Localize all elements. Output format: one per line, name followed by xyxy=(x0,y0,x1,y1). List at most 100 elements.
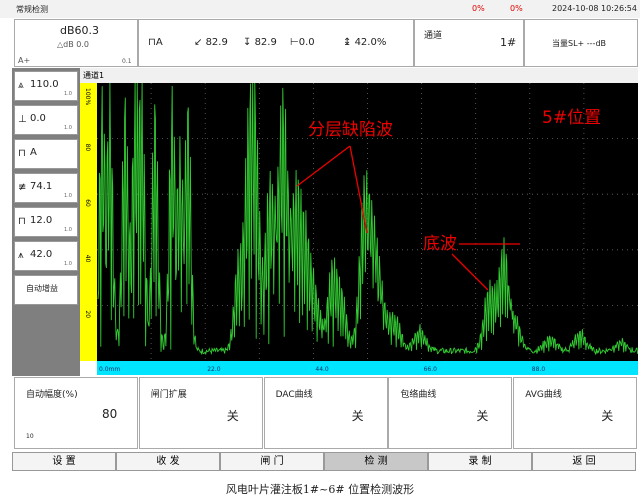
battery: 0% xyxy=(510,4,523,13)
channel-label: 通道 xyxy=(424,31,443,41)
param-value: 关 xyxy=(351,409,364,423)
x-label: 0.0mm xyxy=(99,366,120,373)
icon: ↨ xyxy=(343,37,355,48)
param-box[interactable] xyxy=(513,377,638,449)
gain-step: 0.1 xyxy=(122,58,132,65)
delta-gain: △dB 0.0 xyxy=(57,40,89,49)
param-label: 包络曲线 xyxy=(400,390,437,400)
equivalent: 当量SL+ ---dB xyxy=(552,39,607,48)
x-label: 66.0 xyxy=(424,366,438,373)
side-button[interactable] xyxy=(14,173,78,203)
arrow xyxy=(451,253,489,291)
icon: ↙ xyxy=(194,37,206,48)
x-label: 44.0 xyxy=(315,366,329,373)
icon: ⩚ xyxy=(18,250,24,261)
y-label: 80 xyxy=(84,144,91,152)
caption: 风电叶片灌注板1#~6# 位置检测波形 xyxy=(225,483,415,496)
waveform xyxy=(97,82,639,356)
tab[interactable]: 设 置 xyxy=(12,452,116,471)
side-value: A xyxy=(30,147,37,158)
tab[interactable]: 返 回 xyxy=(532,452,636,471)
param-value: 80 xyxy=(102,407,118,421)
side-value: 110.0 xyxy=(30,79,59,90)
y-label: 20 xyxy=(84,310,91,318)
status-bar xyxy=(0,0,640,18)
icon: ⊢ xyxy=(290,37,299,48)
value: 82.9 xyxy=(254,37,277,48)
gain-box[interactable] xyxy=(14,19,138,67)
channel-box[interactable] xyxy=(414,19,524,67)
param-box[interactable] xyxy=(138,377,263,449)
gate: ⊓A xyxy=(148,37,163,48)
param-box[interactable] xyxy=(263,377,388,449)
gate-name: A xyxy=(155,37,163,48)
x-label: 22.0 xyxy=(207,366,221,373)
param-label: DAC曲线 xyxy=(275,390,313,400)
annotation: 底波 xyxy=(423,234,457,254)
gate-horizontal: ⊢0.0 xyxy=(290,37,315,48)
tab[interactable]: 闸 门 xyxy=(220,452,324,471)
waveform-panel: 通道1 100% 80 60 40 20 0.0mm 22.0 44.0 66.0 88.0 分层… xyxy=(80,68,639,375)
gate-sound-path: ↙ 82.9 xyxy=(194,37,228,48)
y-label: 100% xyxy=(84,88,91,105)
param-label: AVG曲线 xyxy=(525,390,562,400)
param-value: 关 xyxy=(226,409,239,423)
param-label: 自动幅度(%) xyxy=(26,390,78,400)
gain: dB60.3 xyxy=(60,24,100,37)
y-label: 60 xyxy=(84,199,91,207)
y-ruler xyxy=(80,83,97,361)
tab[interactable]: 检 测 xyxy=(324,452,428,471)
value: 42.0% xyxy=(354,37,387,48)
icon: ⊓ xyxy=(148,37,156,48)
side-value: 0.0 xyxy=(30,113,46,124)
side-step: 1.0 xyxy=(64,91,72,97)
tab[interactable]: 录 制 xyxy=(428,452,532,471)
annotation: 5#位置 xyxy=(542,108,601,128)
param-label: 闸门扩展 xyxy=(150,390,187,400)
side-step: 1.0 xyxy=(64,227,72,233)
side-step: 1.0 xyxy=(64,125,72,131)
icon: ⊓ xyxy=(18,216,26,227)
gate-amplitude: ↨ 42.0% xyxy=(343,37,386,48)
side-button[interactable] xyxy=(14,241,78,271)
value: 82.9 xyxy=(205,37,228,48)
icon: ↧ xyxy=(243,37,255,48)
side-value: 74.1 xyxy=(30,181,53,192)
param-value: 关 xyxy=(601,409,614,423)
side-button[interactable] xyxy=(14,71,78,101)
icon: ⊓ xyxy=(18,148,26,159)
side-value: 12.0 xyxy=(30,215,53,226)
arrow xyxy=(296,145,351,187)
gate-depth: ↧ 82.9 xyxy=(243,37,277,48)
gain-mode: A+ xyxy=(18,56,31,65)
x-ruler xyxy=(97,361,638,375)
param-value: 关 xyxy=(476,409,489,423)
side-button[interactable] xyxy=(14,105,78,135)
side-step: 1.0 xyxy=(64,261,72,267)
channel-bar xyxy=(80,68,638,83)
x-label: 88.0 xyxy=(532,366,546,373)
param-box[interactable] xyxy=(14,377,138,449)
battery: 0% xyxy=(472,4,485,13)
side-button[interactable] xyxy=(14,275,78,305)
param-sub: 10 xyxy=(26,433,34,440)
datetime: 2024-10-08 10:26:54 xyxy=(552,4,637,13)
equivalent-box xyxy=(524,19,638,67)
tab[interactable]: 收 发 xyxy=(116,452,220,471)
side-button[interactable] xyxy=(14,139,78,169)
side-button[interactable] xyxy=(14,207,78,237)
icon: ⊥ xyxy=(18,114,27,125)
arrow xyxy=(349,145,368,234)
gate-box xyxy=(138,19,414,67)
channel: 1# xyxy=(500,36,517,49)
icon: ⩓ xyxy=(18,80,24,91)
side-value: 42.0 xyxy=(30,249,53,260)
value: 0.0 xyxy=(298,37,315,48)
icon: ≢ xyxy=(18,182,27,193)
y-label: 40 xyxy=(84,255,91,263)
side-value: 自动增益 xyxy=(26,284,58,293)
channel-title: 通道1 xyxy=(83,70,104,80)
param-box[interactable] xyxy=(388,377,513,449)
